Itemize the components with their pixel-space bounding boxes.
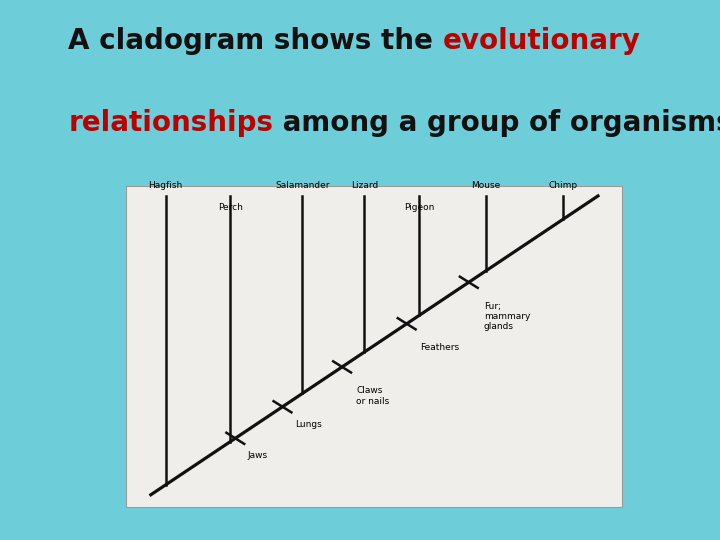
Text: A cladogram shows the: A cladogram shows the	[68, 27, 443, 55]
Text: relationships: relationships	[68, 109, 274, 137]
Text: Lungs: Lungs	[295, 420, 322, 429]
Text: Fur;
mammary
glands: Fur; mammary glands	[484, 301, 530, 332]
Text: Perch: Perch	[218, 203, 243, 212]
Text: Pigeon: Pigeon	[404, 203, 434, 212]
Text: Claws
or nails: Claws or nails	[356, 386, 390, 406]
Text: among a group of organisms.: among a group of organisms.	[274, 109, 720, 137]
Text: evolutionary: evolutionary	[443, 27, 641, 55]
Text: Lizard: Lizard	[351, 180, 378, 190]
Text: Mouse: Mouse	[472, 180, 501, 190]
Text: Jaws: Jaws	[248, 451, 268, 460]
Text: Salamander: Salamander	[275, 180, 330, 190]
Text: Feathers: Feathers	[420, 343, 460, 352]
Text: Chimp: Chimp	[549, 180, 577, 190]
Text: Hagfish: Hagfish	[148, 180, 183, 190]
